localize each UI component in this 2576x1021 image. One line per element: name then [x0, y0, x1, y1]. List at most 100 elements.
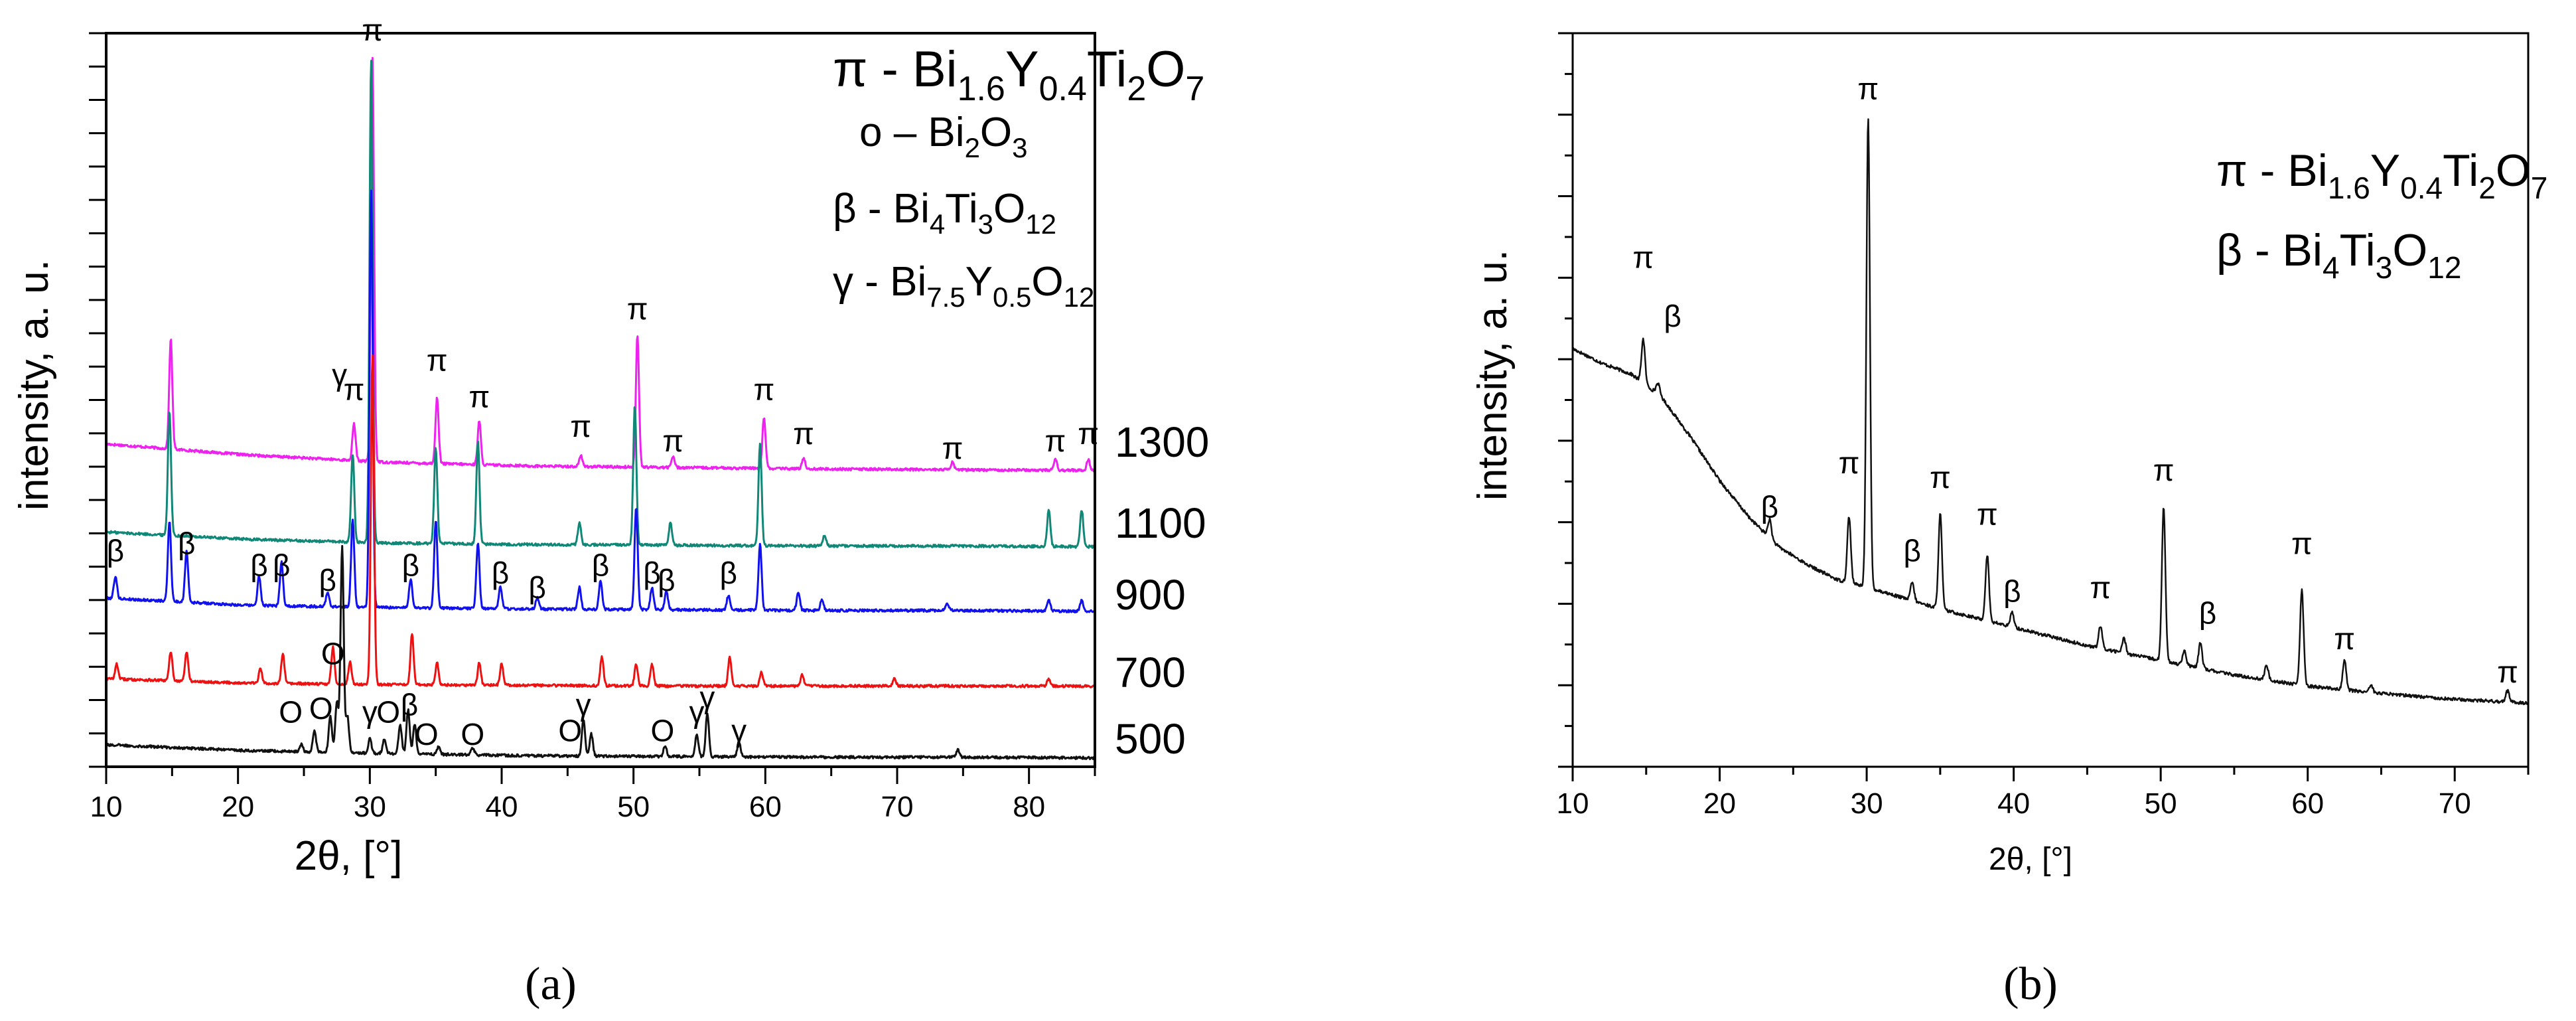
b-annotation-13: π	[2334, 621, 2355, 656]
a-series-label-500: 500	[1115, 715, 1186, 763]
b-annotation-14: π	[2497, 655, 2518, 689]
a-series-label-700: 700	[1115, 649, 1186, 696]
b-x-axis-label: 2θ, [°]	[1989, 842, 2072, 877]
b-x-tick-label-20: 20	[1703, 787, 1736, 820]
a-legend-entry-3: γ - Bi7.5​Y0.5​O12​	[833, 259, 1094, 313]
a-series-1100	[105, 60, 1096, 549]
a-annotation-14: β	[178, 526, 195, 561]
a-annotation-18: β	[402, 548, 419, 583]
a-series-label-1100: 1100	[1115, 499, 1206, 547]
b-x-tick-label-40: 40	[1997, 787, 2030, 820]
b-x-tick-label-60: 60	[2291, 787, 2324, 820]
a-annotation-24: β	[719, 556, 737, 590]
b-annotation-6: π	[1930, 460, 1951, 495]
b-annotation-12: π	[2291, 526, 2313, 561]
a-panel-label: (a)	[525, 959, 577, 1010]
a-annotation-33: γ	[576, 688, 591, 722]
a-annotation-29: O	[376, 695, 400, 730]
b-x-tick-label-50: 50	[2145, 787, 2177, 820]
a-series-label-900: 900	[1115, 571, 1186, 619]
a-series-700	[106, 354, 1096, 688]
a-x-tick-labels: 10 20 30 40 50 60 70 80	[90, 791, 1046, 823]
a-annotation-38: γ	[731, 713, 747, 747]
b-panel-label: (b)	[2003, 959, 2058, 1010]
a-legend-entry-1: o – Bi2​O3​	[859, 110, 1028, 163]
a-annotation-25: O	[321, 636, 345, 670]
a-temperature-labels: 1300 1100 900 700 500	[1115, 418, 1209, 763]
b-annotation-0: π	[1857, 71, 1879, 106]
a-x-tick-label-80: 80	[1013, 791, 1045, 823]
a-annotation-15: β	[250, 548, 267, 583]
a-annotation-6: π	[662, 424, 683, 458]
a-annotation-35: O	[650, 713, 674, 747]
a-series-group	[105, 56, 1096, 761]
a-annotation-20: β	[528, 570, 545, 605]
a-annotation-4: π	[570, 409, 591, 443]
a-annotation-5: π	[627, 291, 648, 326]
b-annotation-8: β	[2003, 574, 2021, 608]
a-annotation-37: γ	[699, 680, 715, 715]
a-annotation-22: β	[643, 556, 660, 590]
a-annotation-23: β	[658, 563, 675, 597]
a-annotation-10: π	[1045, 424, 1066, 458]
a-axis-ticks	[89, 32, 1096, 784]
a-annotation-2: π	[427, 343, 448, 377]
a-y-axis-label: intensity, a. u.	[11, 260, 57, 510]
a-annotation-0: π	[362, 13, 383, 47]
b-axis-ticks	[1558, 32, 2530, 781]
a-series-900	[106, 189, 1096, 613]
b-annotation-5: β	[1904, 534, 1921, 568]
a-annotation-34: O	[558, 713, 582, 747]
a-annotation-9: π	[942, 431, 964, 465]
b-plot-frame	[1571, 32, 2530, 768]
a-annotation-19: β	[492, 556, 509, 590]
a-annotation-12: γ	[332, 357, 347, 392]
a-annotation-30: β	[401, 688, 418, 722]
b-annotation-10: π	[2153, 453, 2175, 487]
a-x-tick-label-20: 20	[222, 791, 254, 823]
a-x-axis-label: 2θ, [°]	[295, 833, 403, 879]
a-annotation-36: γ	[689, 695, 705, 730]
b-annotation-7: π	[1977, 497, 1998, 531]
b-annotation-4: π	[1839, 445, 1860, 480]
b-x-tick-label-10: 10	[1557, 787, 1589, 820]
a-series-label-1300: 1300	[1115, 418, 1209, 466]
a-x-tick-label-50: 50	[617, 791, 650, 823]
a-series-1300	[105, 56, 1096, 473]
a-annotation-17: β	[319, 563, 336, 597]
a-annotation-7: π	[753, 372, 774, 407]
b-annotation-2: β	[1664, 299, 1681, 333]
a-annotation-16: β	[273, 548, 290, 583]
a-x-tick-label-30: 30	[354, 791, 386, 823]
a-x-tick-label-60: 60	[749, 791, 782, 823]
a-annotation-8: π	[793, 416, 814, 451]
a-annotation-1: π	[344, 372, 365, 407]
a-annotation-27: O	[309, 691, 333, 726]
b-x-tick-labels: 10 20 30 40 50 60 70	[1557, 787, 2471, 820]
a-annotation-28: γ	[362, 695, 378, 730]
a-annotation-31: O	[415, 717, 439, 751]
a-legend-entry-2: β - Bi4​Ti3​O12​	[833, 186, 1056, 240]
a-annotation-21: β	[592, 548, 609, 583]
b-series-sample	[1571, 118, 2530, 706]
a-series-500	[105, 544, 1096, 761]
b-legend: π - Bi1.6​Y0.4​Ti2​O7​ β - Bi4​Ti3​O12​	[2216, 145, 2547, 285]
b-annotation-9: π	[2090, 570, 2111, 605]
b-annotation-3: β	[1761, 489, 1778, 524]
a-x-tick-label-70: 70	[881, 791, 914, 823]
b-legend-entry-0: π - Bi1.6​Y0.4​Ti2​O7​	[2216, 145, 2547, 205]
a-annotation-32: O	[461, 717, 484, 751]
b-x-tick-label-30: 30	[1851, 787, 1883, 820]
b-annotation-11: β	[2199, 596, 2216, 631]
b-annotation-1: π	[1632, 240, 1654, 275]
b-x-tick-label-70: 70	[2439, 787, 2471, 820]
b-series-group	[1571, 118, 2530, 706]
a-x-tick-label-40: 40	[486, 791, 518, 823]
a-annotation-3: π	[468, 380, 490, 414]
a-x-tick-label-10: 10	[90, 791, 123, 823]
